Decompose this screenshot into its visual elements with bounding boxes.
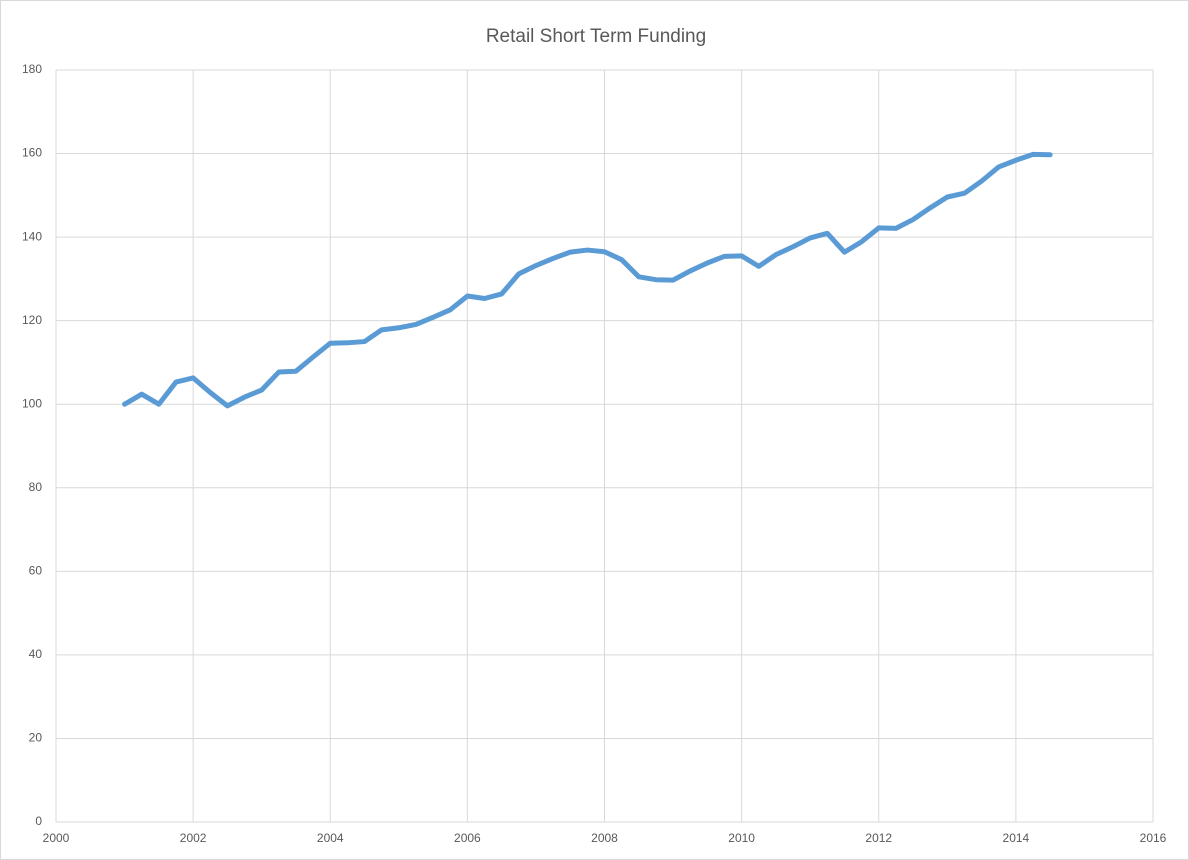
- x-tick-label: 2012: [865, 831, 892, 845]
- y-tick-label: 0: [35, 814, 42, 828]
- chart-title: Retail Short Term Funding: [486, 26, 706, 47]
- y-tick-label: 140: [22, 229, 42, 243]
- x-tick-label: 2004: [317, 831, 344, 845]
- y-tick-label: 120: [22, 313, 42, 327]
- data-line: [122, 151, 1053, 409]
- x-tick-label: 2002: [180, 831, 207, 845]
- x-tick-label: 2000: [43, 831, 70, 845]
- x-tick-label: 2014: [1003, 831, 1030, 845]
- y-tick-label: 180: [22, 62, 42, 76]
- x-tick-label: 2016: [1140, 831, 1167, 845]
- x-tick-label: 2010: [728, 831, 755, 845]
- y-tick-label: 100: [22, 396, 42, 410]
- x-tick-label: 2008: [591, 831, 618, 845]
- y-tick-label: 60: [29, 564, 43, 578]
- y-tick-label: 160: [22, 146, 42, 160]
- y-tick-label: 20: [29, 731, 43, 745]
- y-tick-label: 40: [29, 647, 43, 661]
- y-tick-label: 80: [29, 480, 43, 494]
- x-tick-label: 2006: [454, 831, 481, 845]
